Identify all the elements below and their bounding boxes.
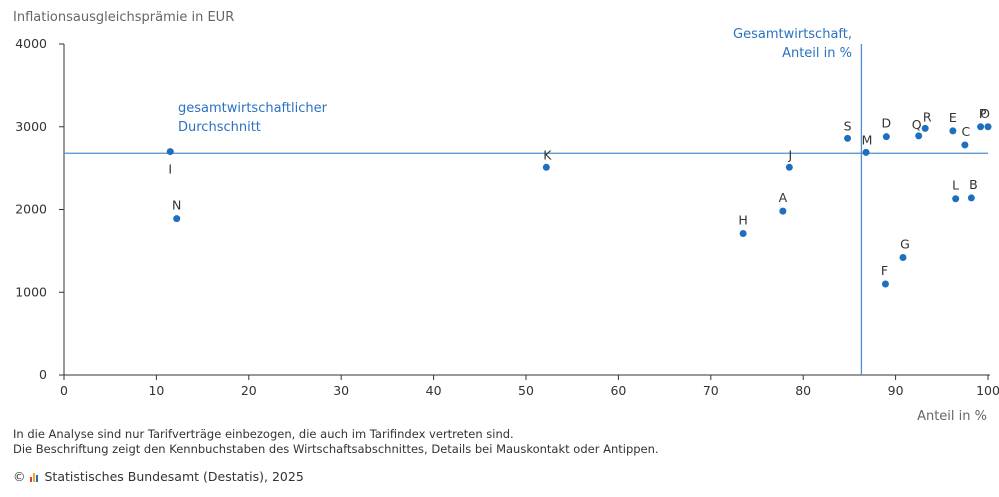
data-point-i[interactable]	[166, 148, 174, 156]
x-tick-label: 80	[795, 383, 811, 398]
y-tick-label: 2000	[15, 202, 47, 217]
x-tick-label: 20	[241, 383, 257, 398]
footnote-1: In die Analyse sind nur Tarifverträge ei…	[13, 427, 514, 441]
destatis-bars-icon	[29, 471, 38, 482]
data-point-g[interactable]	[899, 253, 907, 261]
data-point-label-s: S	[844, 118, 852, 133]
data-point-s[interactable]	[844, 134, 852, 142]
average-line-label-2: Durchschnitt	[178, 120, 261, 135]
x-tick-label: 30	[333, 383, 349, 398]
data-point-label-q: Q	[912, 117, 922, 132]
data-point-n[interactable]	[173, 215, 181, 223]
data-point-q[interactable]	[915, 132, 923, 140]
data-point-k[interactable]	[542, 163, 550, 171]
data-point-label-i: I	[168, 162, 172, 177]
vertical-line-label-2: Anteil in %	[782, 46, 852, 61]
data-point-label-a: A	[779, 190, 788, 205]
y-tick-label: 3000	[15, 119, 47, 134]
data-point-h[interactable]	[739, 229, 747, 237]
average-line-label-1: gesamtwirtschaftlicher	[178, 101, 328, 116]
data-point-m[interactable]	[862, 148, 870, 156]
data-point-b[interactable]	[967, 194, 975, 202]
data-point-label-r: R	[923, 109, 932, 124]
data-point-label-e: E	[949, 110, 957, 125]
data-points[interactable]: A B C D E FG H I J K L M N OP Q R S	[166, 106, 992, 288]
reference-lines: gesamtwirtschaftlicher Durchschnitt Gesa…	[64, 27, 988, 375]
x-tick-label: 90	[888, 383, 904, 398]
data-point-j[interactable]	[785, 163, 793, 171]
x-tick-label: 70	[703, 383, 719, 398]
data-point-label-c: C	[962, 124, 971, 139]
data-point-e[interactable]	[949, 127, 957, 135]
source-line: © Statistisches Bundesamt (Destatis), 20…	[13, 469, 304, 484]
data-point-label-n: N	[172, 198, 181, 213]
source-text: Statistisches Bundesamt (Destatis), 2025	[44, 469, 304, 484]
x-axis-title: Anteil in %	[917, 409, 987, 420]
x-tick-label: 0	[60, 383, 68, 398]
scatter-chart: Inflationsausgleichsprämie in EUR Anteil…	[13, 10, 999, 420]
x-tick-label: 100	[976, 383, 999, 398]
data-point-a[interactable]	[779, 207, 787, 215]
y-tick-label: 4000	[15, 36, 47, 51]
y-tick-label: 0	[39, 367, 47, 382]
x-tick-label: 40	[426, 383, 442, 398]
y-axis-title: Inflationsausgleichsprämie in EUR	[13, 10, 234, 25]
data-point-f[interactable]	[881, 280, 889, 288]
data-point-d[interactable]	[882, 133, 890, 141]
data-point-r[interactable]	[921, 124, 929, 132]
data-point-l[interactable]	[952, 195, 960, 203]
data-point-label-h: H	[738, 212, 747, 227]
data-point-c[interactable]	[961, 141, 969, 149]
data-point-label-k: K	[543, 147, 552, 162]
data-point-p[interactable]	[977, 123, 985, 131]
data-point-label-j: J	[787, 147, 792, 162]
data-point-label-o: O	[980, 106, 990, 121]
data-point-label-p: P	[979, 106, 987, 121]
x-tick-label: 10	[148, 383, 164, 398]
vertical-line-label-1: Gesamtwirtschaft,	[733, 27, 852, 42]
data-point-label-d: D	[882, 116, 892, 131]
data-point-label-g: G	[900, 236, 910, 251]
y-tick-label: 1000	[15, 284, 47, 299]
copyright-symbol: ©	[13, 469, 26, 484]
data-point-o[interactable]	[984, 123, 992, 131]
footnote-2: Die Beschriftung zeigt den Kennbuchstabe…	[13, 442, 659, 456]
data-point-label-b: B	[969, 177, 978, 192]
data-point-label-l: L	[952, 178, 959, 193]
x-tick-label: 50	[518, 383, 534, 398]
data-point-label-f: F	[881, 263, 888, 278]
data-point-label-m: M	[862, 132, 873, 147]
x-tick-label: 60	[610, 383, 626, 398]
